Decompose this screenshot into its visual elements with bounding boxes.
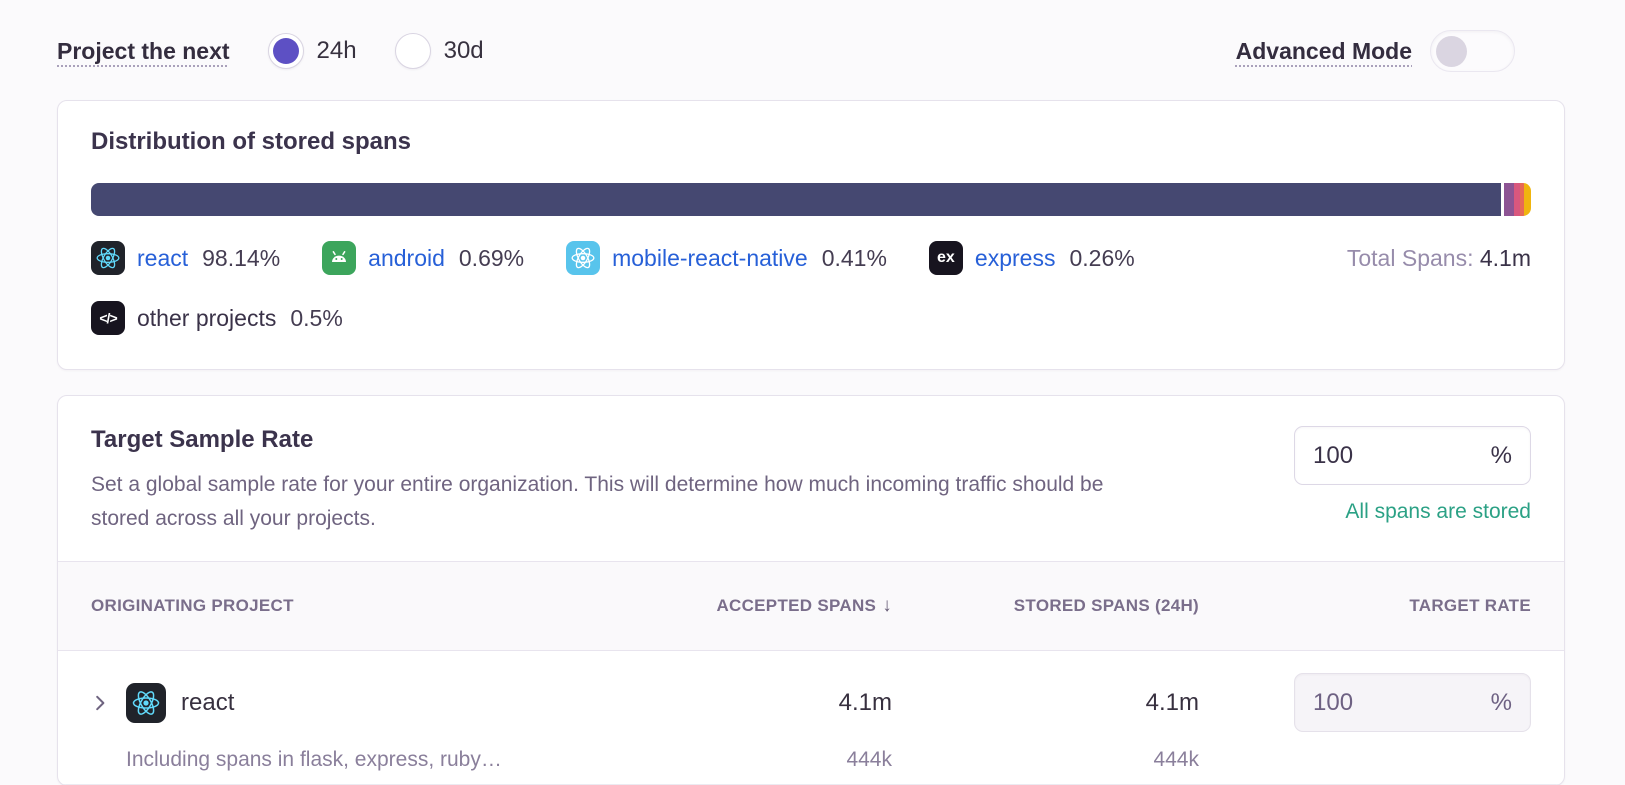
bar-segment-mobile-react-native bbox=[1514, 183, 1521, 216]
col-accepted-spans[interactable]: Accepted Spans ↓ bbox=[716, 595, 892, 616]
table-subrow-react: Including spans in flask, express, ruby…… bbox=[91, 748, 1531, 772]
global-rate-unit: % bbox=[1490, 441, 1512, 469]
advanced-mode-group: Advanced Mode bbox=[1236, 30, 1515, 72]
total-spans-value: 4.1m bbox=[1479, 244, 1531, 271]
legend-item-react: react 98.14% bbox=[91, 241, 280, 275]
legend-item-mobile-react-native: mobile-react-native 0.41% bbox=[566, 241, 887, 275]
period-option-24h[interactable]: 24h bbox=[267, 33, 357, 69]
distribution-card-title: Distribution of stored spans bbox=[91, 128, 412, 155]
sample-rate-description: Set a global sample rate for your entire… bbox=[91, 473, 1104, 530]
react-icon bbox=[126, 682, 166, 723]
express-icon: ex bbox=[928, 241, 963, 275]
legend-row-2: </> other projects 0.5% bbox=[91, 301, 1531, 335]
radio-24h-label[interactable]: 24h bbox=[316, 37, 357, 64]
sort-desc-icon[interactable]: ↓ bbox=[882, 595, 892, 616]
sample-rate-header: Target Sample Rate Set a global sample r… bbox=[58, 396, 1564, 536]
distribution-card: Distribution of stored spans react 98.1 bbox=[57, 100, 1565, 370]
period-radio-group: 24h 30d bbox=[267, 33, 484, 69]
total-spans-label: Total Spans: bbox=[1346, 244, 1474, 271]
project-name: react bbox=[181, 688, 235, 716]
code-icon: </> bbox=[91, 301, 125, 335]
stored-spans-value: 4.1m bbox=[1145, 688, 1199, 716]
legend-item-android: android 0.69% bbox=[322, 241, 524, 275]
react-native-icon bbox=[566, 241, 601, 275]
row-rate-value[interactable]: 100 bbox=[1313, 688, 1354, 716]
radio-30d[interactable] bbox=[394, 33, 431, 69]
subrow-note: Including spans in flask, express, ruby… bbox=[126, 748, 502, 771]
advanced-mode-toggle[interactable] bbox=[1430, 30, 1515, 72]
radio-30d-label[interactable]: 30d bbox=[443, 37, 484, 64]
legend-pct-react: 98.14% bbox=[202, 244, 281, 271]
table-row-react: react 4.1m 4.1m 100 % Including spans in… bbox=[58, 651, 1564, 785]
col-stored-spans[interactable]: Stored Spans (24h) bbox=[1013, 596, 1199, 615]
subrow-accepted-value: 444k bbox=[846, 748, 892, 771]
distribution-legend: react 98.14% android 0.69% bbox=[91, 241, 1531, 335]
legend-pct-android: 0.69% bbox=[458, 244, 525, 271]
legend-link-mobile-react-native[interactable]: mobile-react-native bbox=[612, 244, 808, 271]
row-rate-input[interactable]: 100 % bbox=[1294, 673, 1531, 732]
row-rate-cell: 100 % bbox=[1199, 673, 1531, 732]
row-rate-unit: % bbox=[1490, 688, 1512, 716]
legend-label-other-projects: other projects bbox=[137, 304, 277, 331]
bar-segment-android bbox=[1504, 183, 1515, 216]
accepted-spans-value: 4.1m bbox=[838, 688, 892, 716]
toggle-knob bbox=[1436, 35, 1467, 67]
subrow-stored-value: 444k bbox=[1153, 748, 1199, 771]
project-cell-react: react bbox=[91, 682, 642, 723]
col-target-rate: Target Rate bbox=[1409, 596, 1531, 615]
legend-item-other-projects: </> other projects 0.5% bbox=[91, 301, 343, 335]
expand-chevron-icon[interactable] bbox=[91, 693, 111, 713]
period-option-30d[interactable]: 30d bbox=[394, 33, 484, 69]
bar-segment-react bbox=[91, 183, 1502, 216]
legend-pct-express: 0.26% bbox=[1069, 244, 1135, 271]
legend-row-1: react 98.14% android 0.69% bbox=[91, 241, 1531, 275]
sample-rate-title: Target Sample Rate bbox=[91, 426, 314, 453]
legend-item-express: ex express 0.26% bbox=[928, 241, 1135, 275]
android-icon bbox=[322, 241, 357, 275]
advanced-mode-label[interactable]: Advanced Mode bbox=[1235, 37, 1412, 64]
bar-segment-express bbox=[1520, 183, 1524, 216]
projects-table: Originating Project Accepted Spans ↓ Stor… bbox=[58, 561, 1564, 785]
legend-link-react[interactable]: react bbox=[137, 244, 189, 271]
bar-segment-other-projects bbox=[1523, 183, 1531, 216]
legend-link-android[interactable]: android bbox=[368, 244, 445, 271]
legend-pct-other-projects: 0.5% bbox=[290, 304, 343, 331]
distribution-bar bbox=[91, 183, 1531, 216]
radio-24h[interactable] bbox=[267, 33, 304, 69]
top-controls-row: Project the next 24h 30d Advanced Mode bbox=[57, 28, 1515, 74]
legend-pct-mobile-react-native: 0.41% bbox=[821, 244, 887, 271]
rate-status-note: All spans are stored bbox=[1345, 500, 1531, 523]
project-the-next-label[interactable]: Project the next bbox=[57, 37, 230, 64]
global-rate-value[interactable]: 100 bbox=[1313, 441, 1354, 469]
total-spans: Total Spans: 4.1m bbox=[1347, 245, 1531, 272]
col-originating-project: Originating Project bbox=[91, 596, 294, 615]
global-rate-input[interactable]: 100 % bbox=[1294, 426, 1531, 485]
react-icon bbox=[91, 241, 125, 275]
legend-link-express[interactable]: express bbox=[974, 244, 1056, 271]
table-header-row: Originating Project Accepted Spans ↓ Stor… bbox=[58, 561, 1564, 651]
target-sample-rate-card: Target Sample Rate Set a global sample r… bbox=[57, 395, 1565, 785]
